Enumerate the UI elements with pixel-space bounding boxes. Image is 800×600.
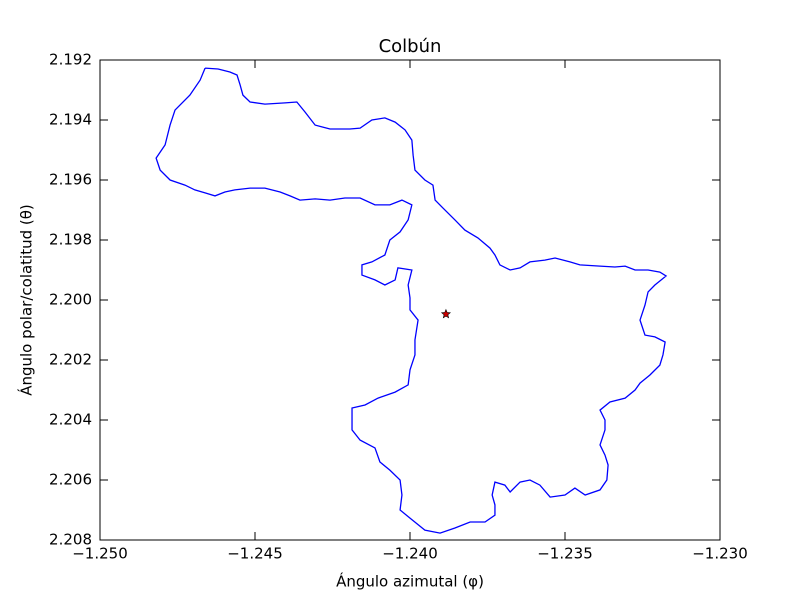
x-axis-label: Ángulo azimutal (φ)	[336, 572, 484, 591]
y-tick-label: 2.198	[49, 231, 92, 249]
y-tick-label: 2.196	[49, 171, 92, 189]
y-tick-label: 2.200	[49, 291, 92, 309]
y-tick-label: 2.192	[49, 51, 92, 69]
plot-frame	[99, 59, 721, 541]
y-axis-label: Ángulo polar/colatitud (θ)	[17, 204, 36, 396]
y-tick-label: 2.194	[49, 111, 92, 129]
y-tick-label: 2.202	[49, 351, 92, 369]
star-marker	[440, 308, 451, 319]
x-tick-label: −1.235	[537, 545, 593, 563]
x-tick-label: −1.245	[227, 545, 283, 563]
x-tick-label: −1.250	[72, 545, 128, 563]
chart-title: Colbún	[379, 36, 442, 57]
y-tick-label: 2.206	[49, 471, 92, 489]
x-tick-label: −1.230	[692, 545, 748, 563]
y-tick-label: 2.208	[49, 531, 92, 549]
x-tick-label: −1.240	[382, 545, 438, 563]
outline-line	[155, 67, 668, 534]
y-tick-label: 2.204	[49, 411, 92, 429]
